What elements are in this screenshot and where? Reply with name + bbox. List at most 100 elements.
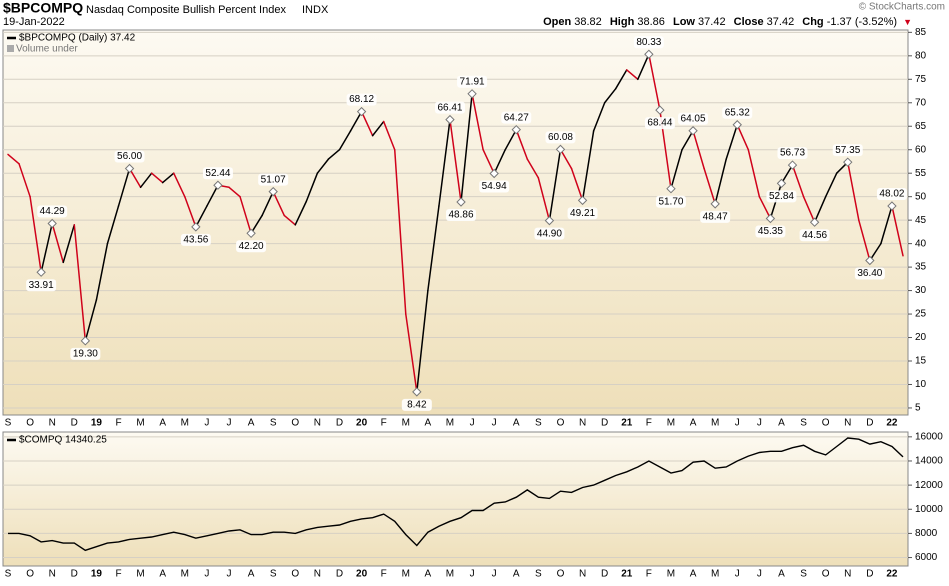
x-tick-label: J [735, 418, 740, 429]
x-tick-label: M [181, 418, 189, 429]
x-tick-label: 21 [621, 569, 633, 580]
line-segment [206, 184, 219, 207]
data-label-box [401, 398, 432, 411]
x-tick-label: F [381, 418, 387, 429]
line-segment [18, 163, 31, 198]
line-segment [73, 224, 87, 342]
data-label-box [180, 233, 211, 246]
line-segment [493, 148, 506, 175]
line-segment [228, 186, 241, 198]
x-tick-label: 19 [91, 569, 103, 580]
x-tick-label: A [690, 418, 697, 429]
data-label-box [644, 117, 675, 130]
x-tick-label: O [26, 569, 34, 580]
line-segment [371, 120, 385, 137]
line-segment [802, 195, 816, 223]
x-tick-label: 20 [356, 569, 368, 580]
x-tick-label: O [291, 569, 299, 580]
line-segment [250, 214, 263, 235]
x-tick-label: J [226, 418, 231, 429]
data-label: 51.07 [261, 174, 286, 185]
x-tick-label: M [402, 418, 410, 429]
x-tick-label: M [667, 418, 675, 429]
data-label-box [678, 112, 709, 125]
quote-label: Open [543, 16, 572, 28]
data-label-box [633, 36, 664, 49]
x-tick-label: A [778, 418, 785, 429]
line-segment [150, 172, 164, 184]
line-segment [349, 110, 363, 132]
y-tick-label: 14000 [915, 456, 943, 467]
x-tick-label: N [579, 569, 586, 580]
data-label-box [457, 75, 488, 88]
data-label-box [722, 106, 753, 119]
line-segment [393, 148, 407, 315]
line-segment [570, 167, 584, 202]
data-label-box [346, 93, 377, 106]
legend-note: Volume under [16, 44, 78, 55]
data-label: 68.12 [349, 94, 374, 105]
point-marker [644, 49, 654, 59]
index-name: Nasdaq Composite Bullish Percent Index [86, 4, 286, 16]
line-segment [637, 53, 650, 81]
point-marker [732, 120, 742, 130]
line-segment [482, 148, 495, 175]
y-tick-label: 6000 [915, 552, 938, 563]
y-tick-label: 12000 [915, 480, 943, 491]
x-tick-label: D [601, 418, 608, 429]
data-label: 54.94 [482, 181, 507, 192]
point-marker [655, 105, 665, 115]
x-tick-label: 22 [886, 418, 898, 429]
point-marker [511, 124, 521, 135]
x-tick-label: A [778, 569, 785, 580]
point-marker [445, 114, 455, 125]
x-tick-label: J [470, 569, 475, 580]
panel-background [2, 431, 909, 567]
x-tick-label: M [446, 418, 454, 429]
x-tick-label: A [159, 569, 166, 580]
x-tick-label: M [711, 418, 719, 429]
line-segment [139, 172, 153, 189]
line-segment [29, 195, 42, 273]
data-label: 48.02 [879, 189, 904, 200]
point-marker [555, 144, 566, 155]
data-label: 64.05 [681, 113, 706, 124]
x-tick-label: A [248, 569, 255, 580]
x-tick-label: M [446, 569, 454, 580]
line-segment [526, 158, 540, 179]
quote-value: 38.82 [574, 16, 602, 28]
data-label-box [70, 347, 101, 360]
y-tick-label: 8000 [915, 528, 938, 539]
line-segment [824, 172, 838, 198]
data-label: 51.70 [658, 196, 683, 207]
x-tick-label: M [402, 569, 410, 580]
line-segment [84, 299, 98, 342]
point-marker [887, 201, 897, 211]
x-tick-label: J [204, 418, 209, 429]
point-marker [688, 126, 698, 136]
x-tick-label: M [181, 569, 189, 580]
line-segment [736, 123, 750, 151]
line-segment [880, 205, 893, 245]
data-label-box [114, 150, 145, 163]
line-segment [559, 148, 573, 170]
line-segment [338, 130, 352, 151]
x-tick-label: N [314, 418, 321, 429]
x-tick-label: M [711, 569, 719, 580]
line-segment [239, 195, 252, 235]
change-arrow: ▼ [903, 17, 912, 27]
data-label: 44.90 [537, 228, 562, 239]
data-label: 68.44 [647, 118, 672, 129]
x-tick-label: O [26, 418, 34, 429]
line-segment [272, 190, 285, 217]
point-marker [47, 218, 57, 229]
line-segment [603, 87, 617, 104]
data-label: 71.91 [460, 76, 485, 87]
line-segment [681, 129, 694, 151]
legend-label: $BPCOMPQ (Daily) 37.42 [19, 33, 136, 44]
x-tick-label: 22 [886, 569, 898, 580]
line-segment [614, 69, 628, 90]
line-segment [758, 195, 772, 220]
x-tick-label: O [822, 418, 830, 429]
x-tick-label: F [646, 418, 652, 429]
